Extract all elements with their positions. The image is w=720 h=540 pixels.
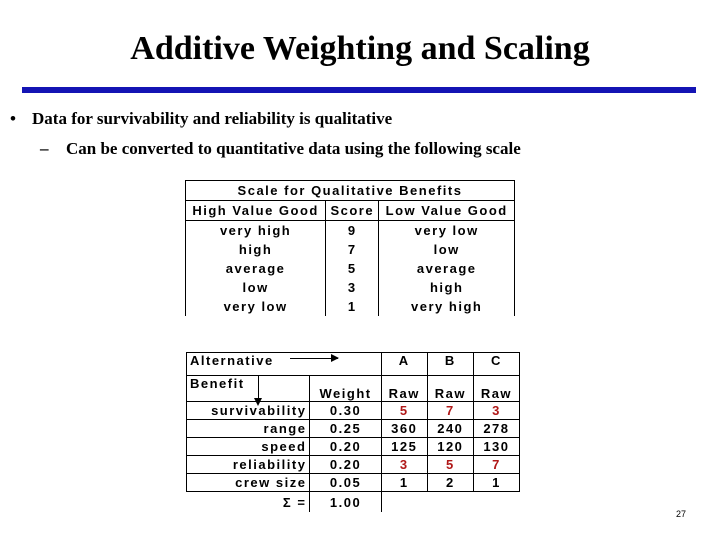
raw-value: 3: [380, 455, 428, 474]
slide-title: Additive Weighting and Scaling: [130, 30, 590, 67]
bullet-level1-text: Data for survivability and reliability i…: [32, 109, 393, 128]
bullet-dot: •: [10, 109, 16, 128]
weight-value: 0.25: [309, 419, 382, 438]
benefit-name: range: [185, 419, 311, 438]
raw-header: Raw: [426, 375, 474, 402]
raw-value: 3: [472, 401, 521, 420]
raw-value: 125: [380, 437, 428, 456]
weight-value: 0.20: [309, 455, 382, 474]
raw-value: 1: [380, 473, 428, 492]
scale-cell: very low: [184, 297, 327, 316]
raw-header: Raw: [380, 375, 428, 402]
bullet-level2: – Can be converted to quantitative data u…: [40, 139, 521, 159]
raw-value: 5: [426, 455, 474, 474]
alternatives-table: Alternative A B C Benefit Weight Raw Raw…: [185, 352, 521, 512]
raw-value: 240: [426, 419, 474, 438]
scale-cell: average: [378, 259, 515, 278]
alternative-header: B: [426, 352, 474, 376]
scale-cell: average: [184, 259, 327, 278]
alternative-header: A: [380, 352, 428, 376]
weight-value: 0.20: [309, 437, 382, 456]
benefit-name: speed: [185, 437, 311, 456]
benefit-name: crew size: [185, 473, 311, 492]
scale-header: Score: [325, 200, 380, 221]
scale-cell: high: [378, 278, 515, 297]
bullet-dash: –: [40, 139, 49, 158]
alternative-header: C: [472, 352, 521, 376]
benefit-label: Benefit: [185, 375, 311, 402]
scale-cell: high: [184, 240, 327, 259]
scale-cell: very low: [378, 220, 515, 240]
raw-value: 5: [380, 401, 428, 420]
sum-value: 1.00: [309, 491, 382, 512]
arrow-down-icon: [254, 376, 262, 406]
benefit-name: reliability: [185, 455, 311, 474]
scale-header: High Value Good: [184, 200, 327, 221]
scale-cell: 5: [325, 259, 380, 278]
sum-label: Σ =: [282, 494, 307, 510]
raw-value: 7: [426, 401, 474, 420]
scale-cell: 7: [325, 240, 380, 259]
scale-cell: low: [184, 278, 327, 297]
bullet-level2-text: Can be converted to quantitative data us…: [66, 139, 521, 158]
raw-value: 130: [472, 437, 521, 456]
alternative-label: Alternative: [186, 352, 382, 376]
scale-header: Low Value Good: [378, 200, 515, 221]
scale-cell: low: [378, 240, 515, 259]
raw-value: 7: [472, 455, 521, 474]
weight-header: Weight: [309, 375, 382, 402]
title-rule: [22, 87, 696, 93]
raw-value: 120: [426, 437, 474, 456]
scale-table-title: Scale for Qualitative Benefits: [185, 180, 515, 201]
bullet-level1: • Data for survivability and reliability …: [10, 109, 392, 129]
raw-value: 2: [426, 473, 474, 492]
scale-cell: 1: [325, 297, 380, 316]
benefit-name: survivability: [185, 401, 311, 420]
scale-table: Scale for Qualitative Benefits High Valu…: [184, 180, 515, 316]
scale-cell: very high: [378, 297, 515, 316]
raw-value: 1: [472, 473, 521, 492]
scale-cell: very high: [184, 220, 327, 240]
raw-header: Raw: [472, 375, 521, 402]
scale-cell: 3: [325, 278, 380, 297]
page-number: 27: [676, 509, 687, 519]
scale-cell: 9: [325, 220, 380, 240]
weight-value: 0.05: [309, 473, 382, 492]
weight-value: 0.30: [309, 401, 382, 420]
arrow-right-icon: [290, 354, 339, 362]
raw-value: 360: [380, 419, 428, 438]
raw-value: 278: [472, 419, 521, 438]
